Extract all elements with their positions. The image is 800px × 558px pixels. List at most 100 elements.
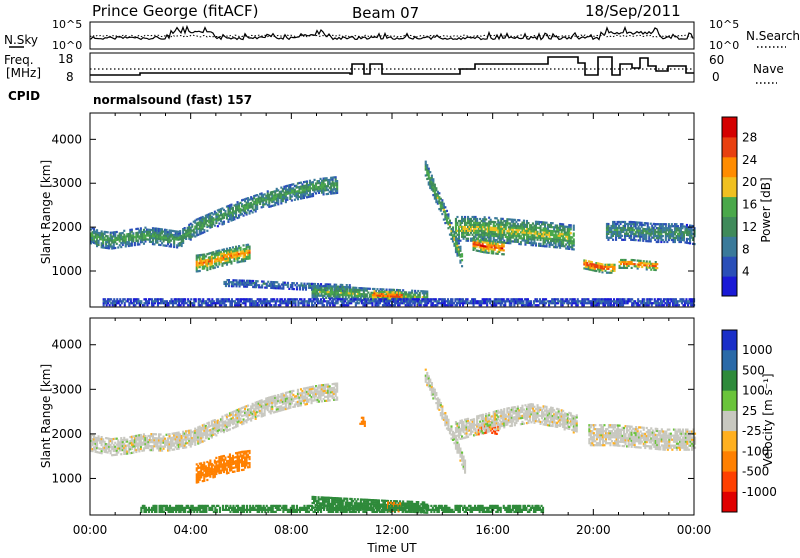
range-gate-cell [573, 225, 575, 227]
range-gate-cell [631, 267, 633, 269]
range-gate-cell [346, 288, 348, 290]
range-gate-cell [606, 235, 608, 237]
range-gate-cell [464, 216, 466, 218]
range-gate-cell [574, 298, 576, 300]
range-gate-cell [564, 229, 566, 231]
range-gate-cell [620, 237, 622, 239]
range-gate-cell [322, 302, 324, 304]
y-tick-label: 1000 [51, 264, 82, 278]
range-gate-cell [650, 238, 652, 240]
range-gate-cell [631, 298, 633, 300]
range-gate-cell [459, 224, 461, 226]
range-gate-cell [323, 304, 325, 306]
range-gate-cell [634, 259, 636, 261]
range-gate-cell [620, 233, 622, 235]
range-gate-cell [120, 246, 122, 248]
range-gate-cell [414, 294, 416, 296]
range-gate-cell [230, 262, 232, 264]
range-gate-cell [260, 298, 262, 300]
range-gate-cell [464, 220, 466, 222]
range-gate-cell [320, 298, 322, 300]
range-gate-cell [325, 297, 327, 299]
range-gate-cell [557, 302, 559, 304]
range-gate-cell [98, 435, 100, 437]
range-gate-cell [545, 298, 547, 300]
frequency-panel: Freq. [MHz] 18 8 60 0 Nave [4, 52, 784, 84]
range-gate-cell [246, 213, 248, 215]
range-gate-cell [660, 233, 662, 235]
range-gate-cell [113, 298, 115, 300]
range-gate-cell [225, 285, 227, 287]
range-gate-cell [205, 300, 207, 302]
range-gate-cell [303, 197, 305, 199]
range-gate-cell [335, 176, 337, 178]
range-gate-cell [500, 226, 502, 228]
range-gate-cell [503, 243, 505, 245]
range-gate-cell [630, 225, 632, 227]
noise-search-line [90, 35, 693, 37]
range-gate-cell [166, 300, 168, 302]
nave-tick-bottom: 0 [712, 70, 720, 84]
range-gate-cell [436, 304, 438, 306]
range-gate-cell [556, 225, 558, 227]
range-gate-cell [191, 226, 193, 228]
range-gate-cell [110, 452, 112, 454]
range-gate-cell [601, 263, 603, 265]
range-gate-cell [458, 236, 460, 238]
range-gate-cell [230, 204, 232, 206]
range-gate-cell [645, 238, 647, 240]
range-gate-cell [517, 231, 519, 233]
range-gate-cell [630, 237, 632, 239]
range-gate-cell [249, 212, 251, 214]
range-gate-cell [303, 304, 305, 306]
cpid-label: CPID [8, 89, 40, 103]
range-gate-cell [649, 300, 651, 302]
range-gate-cell [624, 239, 626, 241]
range-gate-cell [156, 242, 158, 244]
range-gate-cell [417, 300, 419, 302]
range-gate-cell [505, 228, 507, 230]
range-gate-cell [281, 298, 283, 300]
range-gate-cell [312, 286, 314, 288]
range-gate-cell [186, 302, 188, 304]
range-gate-cell [536, 298, 538, 300]
range-gate-cell [300, 282, 302, 284]
range-gate-cell [249, 255, 251, 257]
range-gate-cell [489, 302, 491, 304]
range-gate-cell [450, 222, 452, 224]
range-gate-cell [140, 227, 142, 229]
range-gate-cell [671, 223, 673, 225]
range-gate-cell [206, 265, 208, 267]
range-gate-cell [639, 238, 641, 240]
range-gate-cell [293, 288, 295, 290]
noise-panel: N.Sky 10^5 10^0 10^5 10^0 N.Search [4, 18, 800, 52]
range-gate-cell [122, 244, 124, 246]
range-gate-cell [512, 237, 514, 239]
range-gate-cell [157, 304, 159, 306]
range-gate-cell [665, 223, 667, 225]
range-gate-cell [211, 298, 213, 300]
range-gate-cell [533, 234, 535, 236]
range-gate-cell [573, 233, 575, 235]
range-gate-cell [635, 239, 637, 241]
range-gate-cell [638, 226, 640, 228]
range-gate-cell [173, 246, 175, 248]
range-gate-cell [336, 190, 338, 192]
range-gate-cell [455, 218, 457, 220]
range-gate-cell [212, 221, 214, 223]
range-gate-cell [660, 298, 662, 300]
range-gate-cell [232, 285, 234, 287]
range-gate-cell [414, 290, 416, 292]
range-gate-cell [655, 261, 657, 263]
range-gate-cell [309, 190, 311, 192]
range-gate-cell [312, 181, 314, 183]
range-gate-cell [610, 272, 612, 274]
range-gate-cell [462, 304, 464, 306]
range-gate-cell [672, 235, 674, 237]
range-gate-cell [507, 298, 509, 300]
range-gate-cell [324, 295, 326, 297]
range-gate-cell [418, 298, 420, 300]
range-gate-cell [557, 298, 559, 300]
range-gate-cell [446, 210, 448, 212]
range-gate-cell [633, 304, 635, 306]
